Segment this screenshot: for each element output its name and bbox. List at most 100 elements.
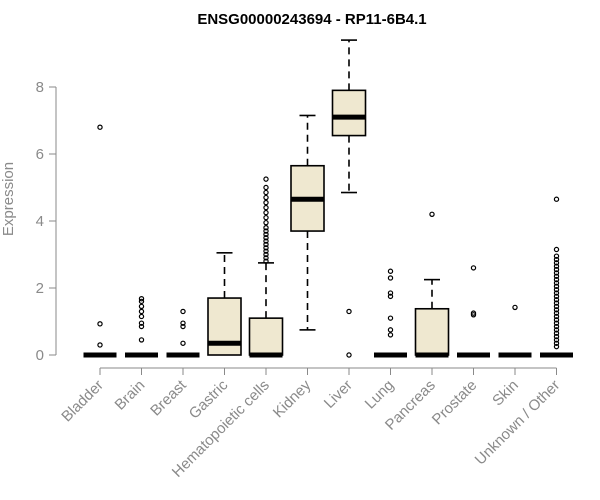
outlier-point <box>387 290 394 296</box>
outlier-point <box>97 124 103 130</box>
outlier-point <box>553 323 560 330</box>
box-breast <box>166 308 200 358</box>
outlier-point <box>138 298 145 305</box>
box-lung <box>374 268 407 358</box>
outlier-point <box>553 297 560 303</box>
outlier-point <box>553 330 560 336</box>
outlier-point <box>263 189 269 196</box>
outlier-point <box>470 312 477 318</box>
outlier-point <box>553 300 560 306</box>
outlier-point <box>553 327 560 333</box>
outlier-point <box>553 313 560 320</box>
outlier-point <box>346 308 352 315</box>
outlier-point <box>553 293 560 300</box>
y-tick-label: 2 <box>36 280 44 297</box>
outlier-point <box>553 263 560 269</box>
box-skin <box>498 304 532 358</box>
x-tick-label: Skin <box>489 377 522 410</box>
outlier-point <box>346 352 352 358</box>
outlier-point <box>263 231 269 238</box>
outlier-point <box>138 323 145 330</box>
outlier-point <box>263 214 269 221</box>
outlier-point <box>553 276 560 283</box>
outlier-point <box>180 320 186 326</box>
box-gastric <box>207 252 242 356</box>
box-rect <box>414 307 450 356</box>
outlier-point <box>263 194 269 201</box>
box-prostate <box>457 265 490 358</box>
outlier-point <box>138 303 145 310</box>
outlier-point <box>263 235 269 241</box>
outlier-point <box>553 317 560 323</box>
x-tick-label: Liver <box>321 377 356 412</box>
outlier-point <box>97 342 103 348</box>
outlier-point <box>553 343 560 350</box>
outlier-point <box>553 286 560 293</box>
box-rect <box>331 89 367 137</box>
outlier-point <box>138 313 145 320</box>
outlier-point <box>138 320 145 326</box>
outlier-point <box>553 256 560 263</box>
outlier-point <box>553 273 560 279</box>
outlier-point <box>263 224 269 231</box>
y-axis: 0 2 4 6 8 <box>36 79 57 364</box>
chart-title: ENSG00000243694 - RP11-6B4.1 <box>197 11 426 28</box>
outlier-point <box>553 196 560 202</box>
outlier-point <box>97 321 103 327</box>
outlier-point <box>263 184 269 191</box>
outlier-point <box>263 219 269 226</box>
x-tick-label: Prostate <box>429 377 481 429</box>
outlier-point <box>429 211 435 217</box>
outlier-point <box>387 332 394 338</box>
outlier-point <box>263 255 269 261</box>
outlier-point <box>180 323 186 330</box>
outlier-point <box>138 296 145 302</box>
outlier-point <box>512 304 518 311</box>
box-hematopoietic-cells <box>248 176 284 358</box>
box-pancreas <box>414 211 450 358</box>
outlier-point <box>263 204 269 211</box>
outlier-point <box>553 280 560 286</box>
outlier-point <box>387 327 394 333</box>
x-tick-label: Brain <box>112 377 149 414</box>
outlier-point <box>263 258 269 264</box>
boxes-group <box>83 39 573 358</box>
outlier-point <box>553 246 560 253</box>
outlier-point <box>263 176 269 182</box>
box-unknown-other <box>540 196 573 358</box>
outlier-point <box>387 275 394 281</box>
box-brain <box>125 296 158 358</box>
y-tick-label: 8 <box>36 79 44 96</box>
outlier-point <box>553 307 560 313</box>
outlier-point <box>553 333 560 340</box>
outlier-point <box>553 303 560 310</box>
outlier-point <box>553 266 560 273</box>
y-axis-label: Expression <box>0 162 17 236</box>
outlier-point <box>553 340 560 346</box>
outlier-point <box>553 337 560 343</box>
outlier-point <box>263 199 269 206</box>
box-rect <box>207 297 242 356</box>
x-tick-label: Lung <box>362 377 398 413</box>
outlier-point <box>387 268 394 274</box>
y-tick-label: 4 <box>36 213 44 230</box>
outlier-point <box>553 310 560 316</box>
outlier-point <box>263 251 269 258</box>
box-liver <box>331 39 367 358</box>
box-bladder <box>83 124 117 358</box>
outlier-point <box>387 315 394 321</box>
box-kidney <box>290 114 325 331</box>
outlier-point <box>180 340 186 346</box>
outlier-point <box>553 260 560 266</box>
box-rect <box>248 317 284 356</box>
outlier-point <box>263 245 269 251</box>
outlier-point <box>553 283 560 290</box>
outlier-point <box>470 265 477 271</box>
y-tick-label: 6 <box>36 146 44 163</box>
outlier-point <box>387 293 394 300</box>
y-tick-label: 0 <box>36 347 44 364</box>
outlier-point <box>553 270 560 276</box>
outlier-point <box>263 209 269 216</box>
